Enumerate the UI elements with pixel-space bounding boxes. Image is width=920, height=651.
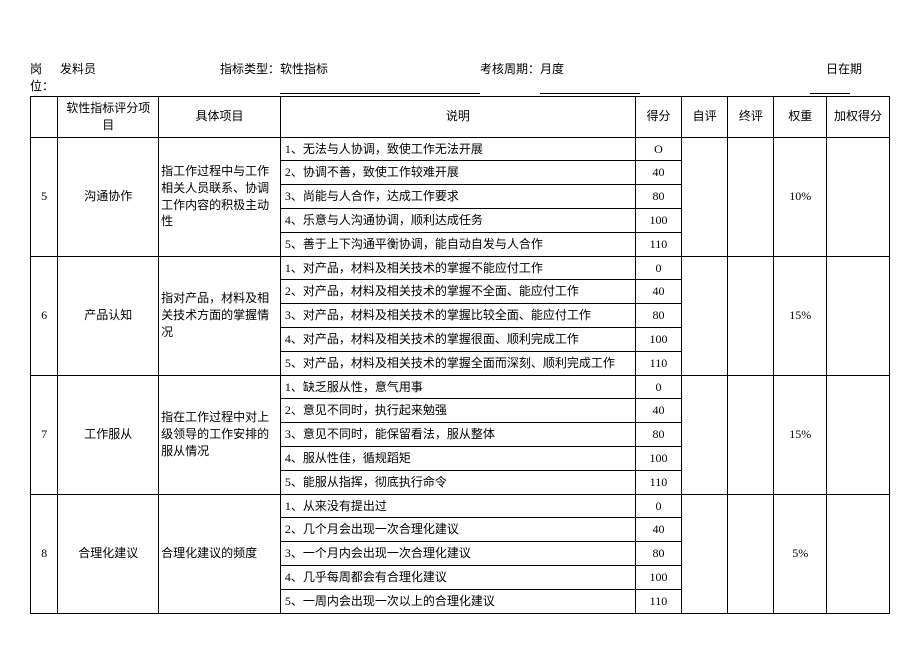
row-score: 100 [635,208,681,232]
header-left-label: 岗位： [30,60,60,94]
row-desc: 3、对产品，材料及相关技术的掌握比较全面、能应付工作 [280,304,635,328]
group-weighted [826,494,889,613]
group-project: 合理化建议的频度 [159,494,281,613]
row-score: 40 [635,399,681,423]
group-index: 5 [31,137,58,256]
group-category: 合理化建议 [58,494,159,613]
header-row: 岗位： 发料员 指标类型： 软性指标 考核周期： 月度 日在 期 [30,60,890,94]
row-desc: 3、尚能与人合作，达成工作要求 [280,185,635,209]
row-desc: 2、意见不同时，执行起来勉强 [280,399,635,423]
table-row: 5沟通协作指工作过程中与工作相关人员联系、协调工作内容的积极主动性1、无法与人协… [31,137,890,161]
row-score: 40 [635,518,681,542]
row-score: 110 [635,470,681,494]
row-desc: 5、善于上下沟通平衡协调，能自动自发与人合作 [280,232,635,256]
group-weighted [826,375,889,494]
row-desc: 1、对产品，材料及相关技术的掌握不能应付工作 [280,256,635,280]
header-right-label1: 日在 [810,60,850,94]
group-category: 工作服从 [58,375,159,494]
row-desc: 2、协调不善，致使工作较难开展 [280,161,635,185]
row-score: 100 [635,327,681,351]
table-body: 5沟通协作指工作过程中与工作相关人员联系、协调工作内容的积极主动性1、无法与人协… [31,137,890,613]
th-score: 得分 [635,97,681,138]
th-desc: 说明 [280,97,635,138]
row-score: 100 [635,565,681,589]
row-desc: 4、对产品，材料及相关技术的掌握很面、顺利完成工作 [280,327,635,351]
th-project: 具体项目 [159,97,281,138]
row-desc: 2、几个月会出现一次合理化建议 [280,518,635,542]
row-score: 80 [635,185,681,209]
header-right-label2: 期 [850,60,890,94]
group-project: 指对产品，材料及相关技术方面的掌握情况 [159,256,281,375]
evaluation-table: 软性指标评分项目 具体项目 说明 得分 自评 终评 权重 加权得分 5沟通协作指… [30,96,890,614]
row-desc: 3、一个月内会出现一次合理化建议 [280,542,635,566]
row-desc: 4、乐意与人沟通协调，顺利达成任务 [280,208,635,232]
group-index: 6 [31,256,58,375]
row-score: 0 [635,256,681,280]
row-desc: 1、缺乏服从性，意气用事 [280,375,635,399]
row-desc: 5、对产品，材料及相关技术的掌握全面而深刻、顺利完成工作 [280,351,635,375]
group-self [682,137,728,256]
group-weight: 15% [774,375,827,494]
group-project: 指工作过程中与工作相关人员联系、协调工作内容的积极主动性 [159,137,281,256]
group-self [682,256,728,375]
th-weight: 权重 [774,97,827,138]
group-weight: 10% [774,137,827,256]
row-score: 80 [635,304,681,328]
row-score: O [635,137,681,161]
row-score: 80 [635,423,681,447]
header-type-label: 指标类型： [220,60,280,94]
group-weighted [826,256,889,375]
row-desc: 2、对产品，材料及相关技术的掌握不全面、能应付工作 [280,280,635,304]
row-desc: 3、意见不同时，能保留看法，服从整体 [280,423,635,447]
table-row: 6产品认知指对产品，材料及相关技术方面的掌握情况1、对产品，材料及相关技术的掌握… [31,256,890,280]
group-self [682,494,728,613]
row-score: 0 [635,375,681,399]
row-score: 40 [635,161,681,185]
header-period-value: 月度 [540,60,640,94]
group-category: 产品认知 [58,256,159,375]
group-final [728,375,774,494]
header-type-value: 软性指标 [280,60,480,94]
table-row: 7工作服从指在工作过程中对上级领导的工作安排的服从情况1、缺乏服从性，意气用事0… [31,375,890,399]
row-score: 0 [635,494,681,518]
row-score: 80 [635,542,681,566]
group-index: 8 [31,494,58,613]
group-index: 7 [31,375,58,494]
header-period-label: 考核周期： [480,60,540,94]
group-weight: 5% [774,494,827,613]
row-desc: 4、服从性佳，循规蹈矩 [280,446,635,470]
group-self [682,375,728,494]
header-position: 发料员 [60,60,220,94]
row-desc: 1、无法与人协调，致使工作无法开展 [280,137,635,161]
row-desc: 5、能服从指挥，彻底执行命令 [280,470,635,494]
th-final: 终评 [728,97,774,138]
group-final [728,256,774,375]
row-desc: 5、一周内会出现一次以上的合理化建议 [280,589,635,613]
th-weighted: 加权得分 [826,97,889,138]
group-weight: 15% [774,256,827,375]
table-header-row: 软性指标评分项目 具体项目 说明 得分 自评 终评 权重 加权得分 [31,97,890,138]
row-score: 110 [635,232,681,256]
th-category: 软性指标评分项目 [58,97,159,138]
row-desc: 4、几乎每周都会有合理化建议 [280,565,635,589]
group-category: 沟通协作 [58,137,159,256]
group-final [728,494,774,613]
group-weighted [826,137,889,256]
row-score: 110 [635,351,681,375]
table-row: 8合理化建议合理化建议的频度1、从来没有提出过05% [31,494,890,518]
th-self: 自评 [682,97,728,138]
row-score: 40 [635,280,681,304]
th-idx [31,97,58,138]
row-score: 100 [635,446,681,470]
group-final [728,137,774,256]
row-desc: 1、从来没有提出过 [280,494,635,518]
row-score: 110 [635,589,681,613]
group-project: 指在工作过程中对上级领导的工作安排的服从情况 [159,375,281,494]
